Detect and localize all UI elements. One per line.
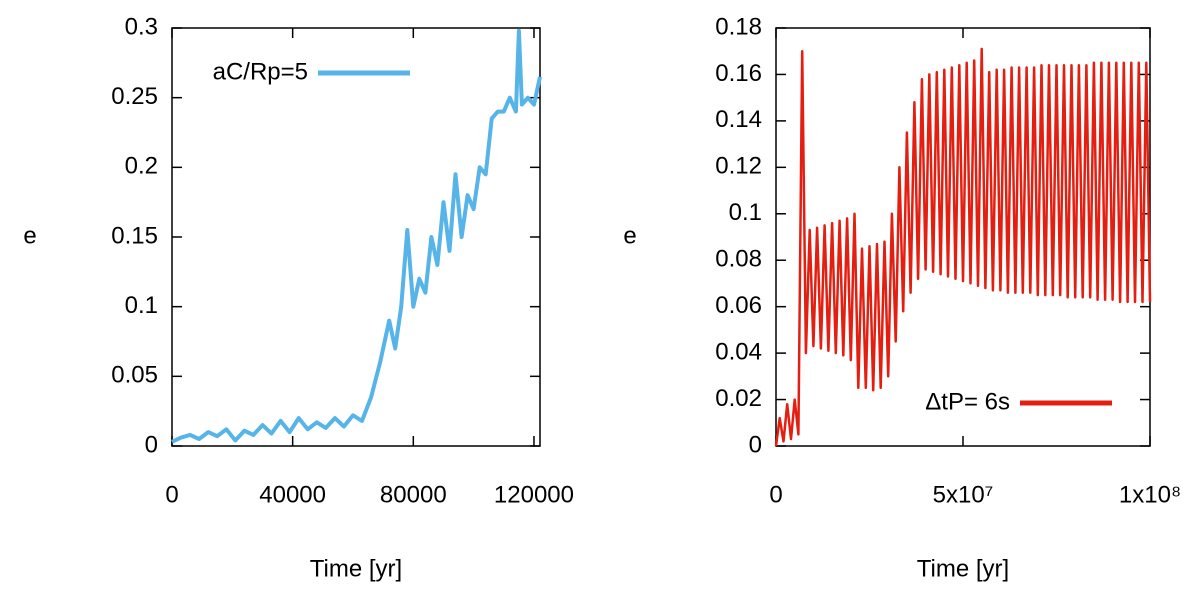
legend-label: ΔtP= 6s [925,388,1010,415]
y-tick-label: 0.02 [715,385,762,412]
y-tick-label: 0.1 [125,292,158,319]
x-axis-label: Time [yr] [310,555,402,582]
y-tick-label: 0.2 [125,153,158,180]
x-tick-label: 80000 [380,481,447,508]
y-tick-label: 0.12 [715,153,762,180]
y-tick-label: 0 [749,431,762,458]
y-tick-label: 0.05 [111,362,158,389]
y-tick-label: 0.1 [729,199,762,226]
x-tick-label: 1x10⁸ [1119,481,1181,508]
x-tick-label: 0 [165,481,178,508]
x-tick-label: 0 [769,481,782,508]
y-tick-label: 0.06 [715,292,762,319]
y-tick-label: 0.3 [125,13,158,40]
y-tick-label: 0.08 [715,246,762,273]
y-tick-label: 0 [145,431,158,458]
x-axis-label: Time [yr] [917,555,1009,582]
y-tick-label: 0.15 [111,222,158,249]
y-tick-label: 0.25 [111,83,158,110]
y-axis-label: e [623,222,636,249]
x-tick-label: 5x10⁷ [933,481,994,508]
plot-frame [171,27,541,447]
y-tick-label: 0.04 [715,338,762,365]
data-line [171,28,542,444]
y-tick-label: 0.14 [715,106,762,133]
data-line [774,47,1152,447]
x-tick-label: 120000 [494,481,574,508]
y-tick-label: 0.16 [715,60,762,87]
legend-label: aC/Rp=5 [213,58,308,85]
y-tick-label: 0.18 [715,13,762,40]
x-tick-label: 40000 [259,481,326,508]
y-axis-label: e [23,222,36,249]
